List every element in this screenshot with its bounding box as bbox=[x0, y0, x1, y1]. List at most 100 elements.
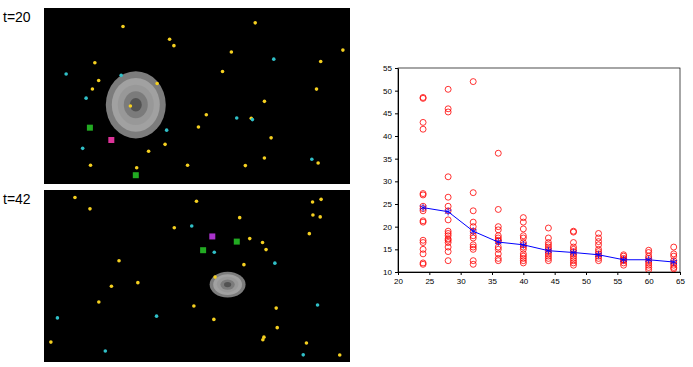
star bbox=[129, 104, 133, 108]
star bbox=[338, 353, 342, 357]
canvas: t=20t=4220253035404550556065101520253035… bbox=[0, 0, 693, 367]
point bbox=[420, 219, 426, 225]
point bbox=[470, 208, 476, 214]
tick-mark bbox=[555, 272, 556, 275]
point bbox=[470, 190, 476, 196]
point bbox=[445, 86, 451, 92]
point bbox=[445, 208, 452, 216]
tick: 50 bbox=[582, 272, 591, 286]
tick: 35 bbox=[383, 155, 398, 164]
point bbox=[420, 95, 426, 101]
star bbox=[316, 303, 320, 307]
point bbox=[420, 119, 426, 125]
tick-label: 45 bbox=[383, 109, 392, 118]
tick-label: 15 bbox=[383, 245, 392, 254]
star bbox=[84, 96, 88, 100]
tick-mark bbox=[649, 272, 650, 275]
star bbox=[155, 314, 159, 318]
star bbox=[273, 261, 277, 265]
point bbox=[470, 227, 477, 235]
star bbox=[221, 70, 225, 74]
tick-mark bbox=[680, 272, 681, 275]
marker-square bbox=[108, 137, 114, 143]
blob bbox=[124, 91, 148, 118]
point bbox=[420, 261, 426, 267]
star bbox=[315, 87, 319, 91]
star bbox=[316, 161, 320, 165]
blob bbox=[224, 282, 231, 287]
star bbox=[172, 226, 176, 230]
axis-line bbox=[399, 272, 681, 273]
star bbox=[163, 143, 167, 147]
blob bbox=[213, 274, 242, 295]
point bbox=[520, 260, 526, 266]
point bbox=[470, 246, 476, 252]
tick: 65 bbox=[676, 272, 685, 286]
point bbox=[445, 249, 451, 255]
tick-mark bbox=[395, 249, 398, 250]
tick-label: 40 bbox=[383, 132, 392, 141]
star bbox=[305, 341, 309, 345]
tick-mark bbox=[395, 91, 398, 92]
star bbox=[272, 57, 276, 61]
tick: 30 bbox=[383, 177, 398, 186]
blob bbox=[210, 272, 246, 298]
star bbox=[253, 21, 257, 25]
marker-square bbox=[200, 247, 206, 253]
point bbox=[420, 204, 427, 212]
tick: 25 bbox=[425, 272, 434, 286]
blob bbox=[220, 279, 234, 289]
point bbox=[570, 249, 577, 257]
tick-label: 55 bbox=[613, 277, 622, 286]
star bbox=[97, 300, 101, 304]
tick-label: 25 bbox=[425, 277, 434, 286]
point bbox=[570, 228, 576, 234]
tick-mark bbox=[395, 68, 398, 69]
marker-square bbox=[133, 172, 139, 178]
point bbox=[445, 258, 451, 264]
star bbox=[248, 237, 252, 241]
star bbox=[104, 349, 108, 353]
tick-label: 20 bbox=[394, 277, 403, 286]
point bbox=[646, 250, 652, 256]
point bbox=[470, 258, 476, 264]
tick-label: 60 bbox=[645, 277, 654, 286]
point bbox=[570, 262, 576, 268]
plot-area bbox=[420, 79, 677, 272]
star bbox=[73, 196, 77, 200]
star bbox=[261, 241, 265, 245]
point bbox=[420, 94, 426, 100]
point bbox=[495, 258, 501, 264]
star bbox=[318, 215, 322, 219]
star bbox=[261, 338, 265, 342]
star bbox=[311, 200, 315, 204]
star bbox=[269, 136, 273, 140]
point bbox=[645, 256, 652, 264]
point bbox=[670, 258, 677, 266]
marker-square bbox=[87, 125, 93, 131]
star bbox=[197, 125, 201, 129]
star bbox=[147, 149, 151, 153]
star bbox=[212, 250, 216, 254]
marker-square bbox=[234, 239, 240, 245]
point bbox=[470, 235, 476, 241]
tick: 35 bbox=[488, 272, 497, 286]
star bbox=[56, 316, 60, 320]
point bbox=[420, 251, 426, 257]
point bbox=[470, 261, 476, 267]
tick-mark bbox=[395, 204, 398, 205]
point bbox=[445, 109, 451, 115]
tick-label: 50 bbox=[582, 277, 591, 286]
plot-frame bbox=[398, 68, 680, 272]
star bbox=[311, 213, 315, 217]
point bbox=[545, 247, 552, 255]
point bbox=[520, 219, 526, 225]
star bbox=[341, 48, 345, 52]
point bbox=[495, 238, 502, 246]
point bbox=[495, 227, 501, 233]
point bbox=[445, 174, 451, 180]
star bbox=[172, 44, 176, 48]
star bbox=[64, 72, 68, 76]
point bbox=[671, 244, 677, 250]
point bbox=[495, 150, 501, 156]
